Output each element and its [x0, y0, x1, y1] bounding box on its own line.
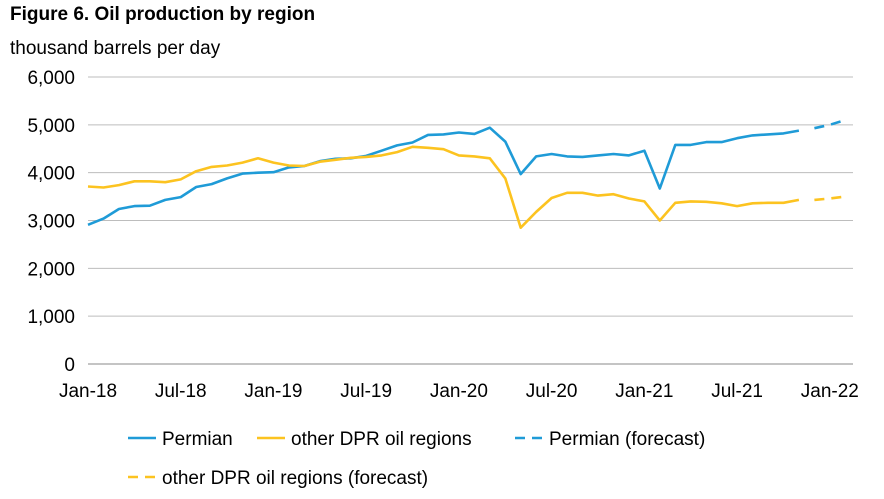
y-tick-label: 4,000 [27, 164, 75, 185]
chart-title: Figure 6. Oil production by region [10, 4, 316, 25]
y-axis-unit-label: thousand barrels per day [10, 38, 221, 59]
series-line-permian-forecast [814, 118, 846, 130]
gridlines [88, 76, 853, 365]
series-line-other-dpr-oil-regions [87, 145, 800, 229]
x-tick-label: Jul-19 [340, 381, 392, 402]
x-tick-label: Jul-20 [526, 381, 578, 402]
y-tick-label: 0 [64, 355, 75, 376]
y-tick-label: 5,000 [27, 116, 75, 137]
legend-label: other DPR oil regions [291, 429, 472, 450]
legend-label: Permian [162, 429, 233, 450]
legend-label: Permian (forecast) [549, 429, 705, 450]
x-tick-label: Jan-19 [244, 381, 302, 402]
legend-label: other DPR oil regions (forecast) [162, 468, 428, 489]
x-tick-label: Jan-18 [59, 381, 117, 402]
legend-item: other DPR oil regions [257, 429, 472, 450]
x-tick-label: Jan-22 [801, 381, 859, 402]
series-lines [87, 118, 846, 229]
legend-item: Permian [128, 429, 233, 450]
legend-item: Permian (forecast) [515, 429, 705, 450]
legend-item: other DPR oil regions (forecast) [128, 468, 428, 489]
y-axis-ticks: 0 1,000 2,000 3,000 4,000 5,000 6,000 [27, 68, 75, 376]
legend: Permian other DPR oil regions Permian (for… [128, 429, 705, 489]
y-tick-label: 2,000 [27, 259, 75, 280]
x-axis-ticks: Jan-18 Jul-18 Jan-19 Jul-19 Jan-20 Jul-20 Jan-… [59, 381, 859, 402]
x-tick-label: Jul-21 [711, 381, 763, 402]
x-tick-label: Jan-20 [430, 381, 488, 402]
y-tick-label: 6,000 [27, 68, 75, 89]
x-tick-label: Jan-21 [615, 381, 673, 402]
y-tick-label: 1,000 [27, 307, 75, 328]
series-line-other-dpr-oil-regions-forecast [814, 195, 846, 202]
series-line-permian [87, 126, 800, 227]
y-tick-label: 3,000 [27, 212, 75, 233]
x-tick-label: Jul-18 [155, 381, 207, 402]
